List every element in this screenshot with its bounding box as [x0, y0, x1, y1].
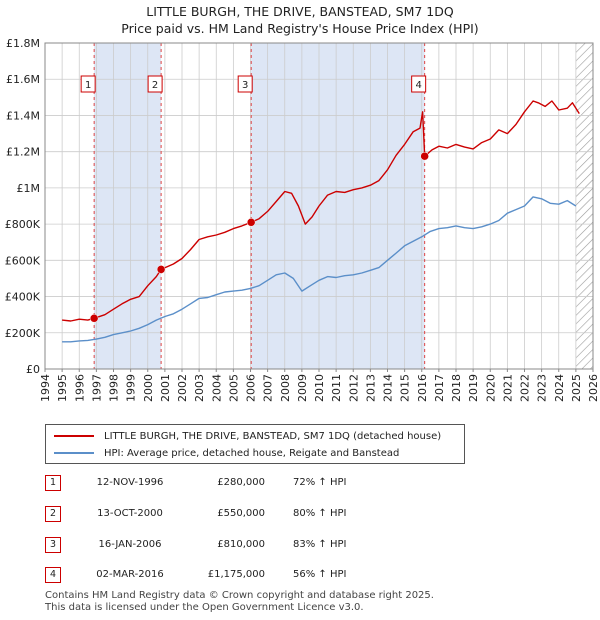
x-tick-label: 2024 — [553, 374, 566, 402]
transaction-date: 16-JAN-2006 — [98, 539, 162, 550]
chart-subtitle: Price paid vs. HM Land Registry's House … — [121, 21, 479, 36]
x-tick-label: 1995 — [56, 374, 69, 402]
transaction-price: £280,000 — [217, 477, 265, 488]
sale-point — [420, 151, 429, 161]
transaction-row: 3 16-JAN-2006 £810,000 83% ↑ HPI — [45, 537, 465, 555]
x-tick-label: 2019 — [467, 374, 480, 402]
transaction-date: 02-MAR-2016 — [96, 569, 164, 580]
shaded-period — [251, 43, 425, 369]
y-tick-label: £600K — [5, 254, 41, 267]
sale-label-box — [80, 75, 96, 93]
chart-legend: LITTLE BURGH, THE DRIVE, BANSTEAD, SM7 1… — [45, 424, 465, 464]
transaction-hpi: 80% ↑ HPI — [293, 508, 347, 519]
x-tick-label: 2023 — [536, 374, 549, 402]
legend-item-hpi: HPI: Average price, detached house, Reig… — [54, 445, 399, 461]
sale-label-box — [237, 75, 253, 93]
legend-swatch-hpi — [54, 452, 94, 454]
x-tick-label: 1996 — [73, 374, 86, 402]
x-tick-label: 2001 — [159, 374, 172, 402]
transaction-row: 4 02-MAR-2016 £1,175,000 56% ↑ HPI — [45, 567, 465, 585]
y-tick-label: £200K — [5, 327, 41, 340]
sale-point — [156, 265, 166, 274]
sale-label-number: 2 — [152, 80, 158, 91]
y-tick-label: £1.6M — [6, 73, 40, 86]
transaction-number-badge: 3 — [45, 537, 61, 553]
footer-copyright: Contains HM Land Registry data © Crown c… — [45, 590, 434, 601]
x-tick-label: 2012 — [347, 374, 360, 402]
x-tick-label: 2020 — [484, 374, 497, 402]
hatched-forecast-region — [575, 43, 593, 369]
x-tick-label: 1997 — [90, 374, 103, 402]
transaction-row: 1 12-NOV-1996 £280,000 72% ↑ HPI — [45, 475, 465, 493]
legend-swatch-property — [54, 435, 94, 437]
transaction-hpi: 83% ↑ HPI — [293, 539, 347, 550]
x-tick-label: 2026 — [587, 374, 600, 402]
transaction-date: 13-OCT-2000 — [97, 508, 163, 519]
x-tick-label: 2021 — [501, 374, 514, 402]
x-tick-label: 2022 — [519, 374, 532, 402]
transaction-price: £1,175,000 — [207, 569, 265, 580]
sale-label-number: 3 — [242, 80, 248, 91]
x-tick-label: 1998 — [108, 374, 121, 402]
x-tick-label: 2008 — [279, 374, 292, 402]
x-tick-label: 2014 — [382, 374, 395, 402]
legend-item-property: LITTLE BURGH, THE DRIVE, BANSTEAD, SM7 1… — [54, 428, 441, 444]
sale-label-box — [147, 75, 163, 93]
footer-licence: This data is licensed under the Open Gov… — [45, 602, 364, 613]
x-tick-label: 2007 — [262, 374, 275, 402]
sale-point — [246, 218, 256, 227]
x-tick-label: 2018 — [450, 374, 463, 402]
hpi-line — [62, 196, 577, 343]
sale-point — [89, 314, 99, 323]
transaction-hpi: 56% ↑ HPI — [293, 569, 347, 580]
x-tick-label: 2017 — [433, 374, 446, 402]
legend-label-hpi: HPI: Average price, detached house, Reig… — [104, 447, 400, 459]
x-tick-label: 2006 — [245, 374, 258, 402]
chart-title: LITTLE BURGH, THE DRIVE, BANSTEAD, SM7 1… — [146, 4, 454, 19]
y-tick-label: £400K — [5, 291, 41, 304]
y-tick-label: £1.4M — [6, 109, 40, 122]
x-tick-label: 2010 — [313, 374, 326, 402]
x-tick-label: 2004 — [210, 374, 223, 402]
x-tick-label: 2002 — [176, 374, 189, 402]
x-tick-label: 2011 — [330, 374, 343, 402]
y-tick-label: £800K — [5, 218, 41, 231]
sale-label-number: 4 — [415, 80, 421, 91]
x-tick-label: 1994 — [39, 374, 52, 402]
x-tick-label: 2013 — [364, 374, 377, 402]
price-chart: 1 2 3 4 £0 £200K £400K £600K £800K £1M £1.2M £1.4M… — [5, 37, 600, 402]
y-tick-label: £1.2M — [6, 146, 40, 159]
x-tick-label: 2009 — [296, 374, 309, 402]
transaction-date: 12-NOV-1996 — [96, 477, 164, 488]
transaction-number-badge: 2 — [45, 506, 61, 522]
x-tick-label: 1999 — [125, 374, 138, 402]
legend-label-property: LITTLE BURGH, THE DRIVE, BANSTEAD, SM7 1… — [104, 430, 442, 442]
x-tick-label: 2003 — [193, 374, 206, 402]
y-tick-label: £0 — [26, 363, 40, 376]
x-tick-label: 2016 — [416, 374, 429, 402]
transaction-price: £810,000 — [217, 539, 265, 550]
transaction-price: £550,000 — [217, 508, 265, 519]
x-tick-label: 2015 — [399, 374, 412, 402]
transaction-row: 2 13-OCT-2000 £550,000 80% ↑ HPI — [45, 506, 465, 524]
x-tick-label: 2000 — [142, 374, 155, 402]
transaction-number-badge: 4 — [45, 567, 61, 583]
y-tick-label: £1M — [17, 182, 41, 195]
x-tick-label: 2025 — [570, 374, 583, 402]
property-price-line — [62, 100, 580, 322]
transaction-hpi: 72% ↑ HPI — [293, 477, 347, 488]
sale-label-number: 1 — [85, 80, 91, 91]
x-tick-label: 2005 — [227, 374, 240, 402]
y-tick-label: £1.8M — [6, 37, 40, 50]
transaction-number-badge: 1 — [45, 475, 61, 491]
sale-label-box — [411, 75, 427, 93]
